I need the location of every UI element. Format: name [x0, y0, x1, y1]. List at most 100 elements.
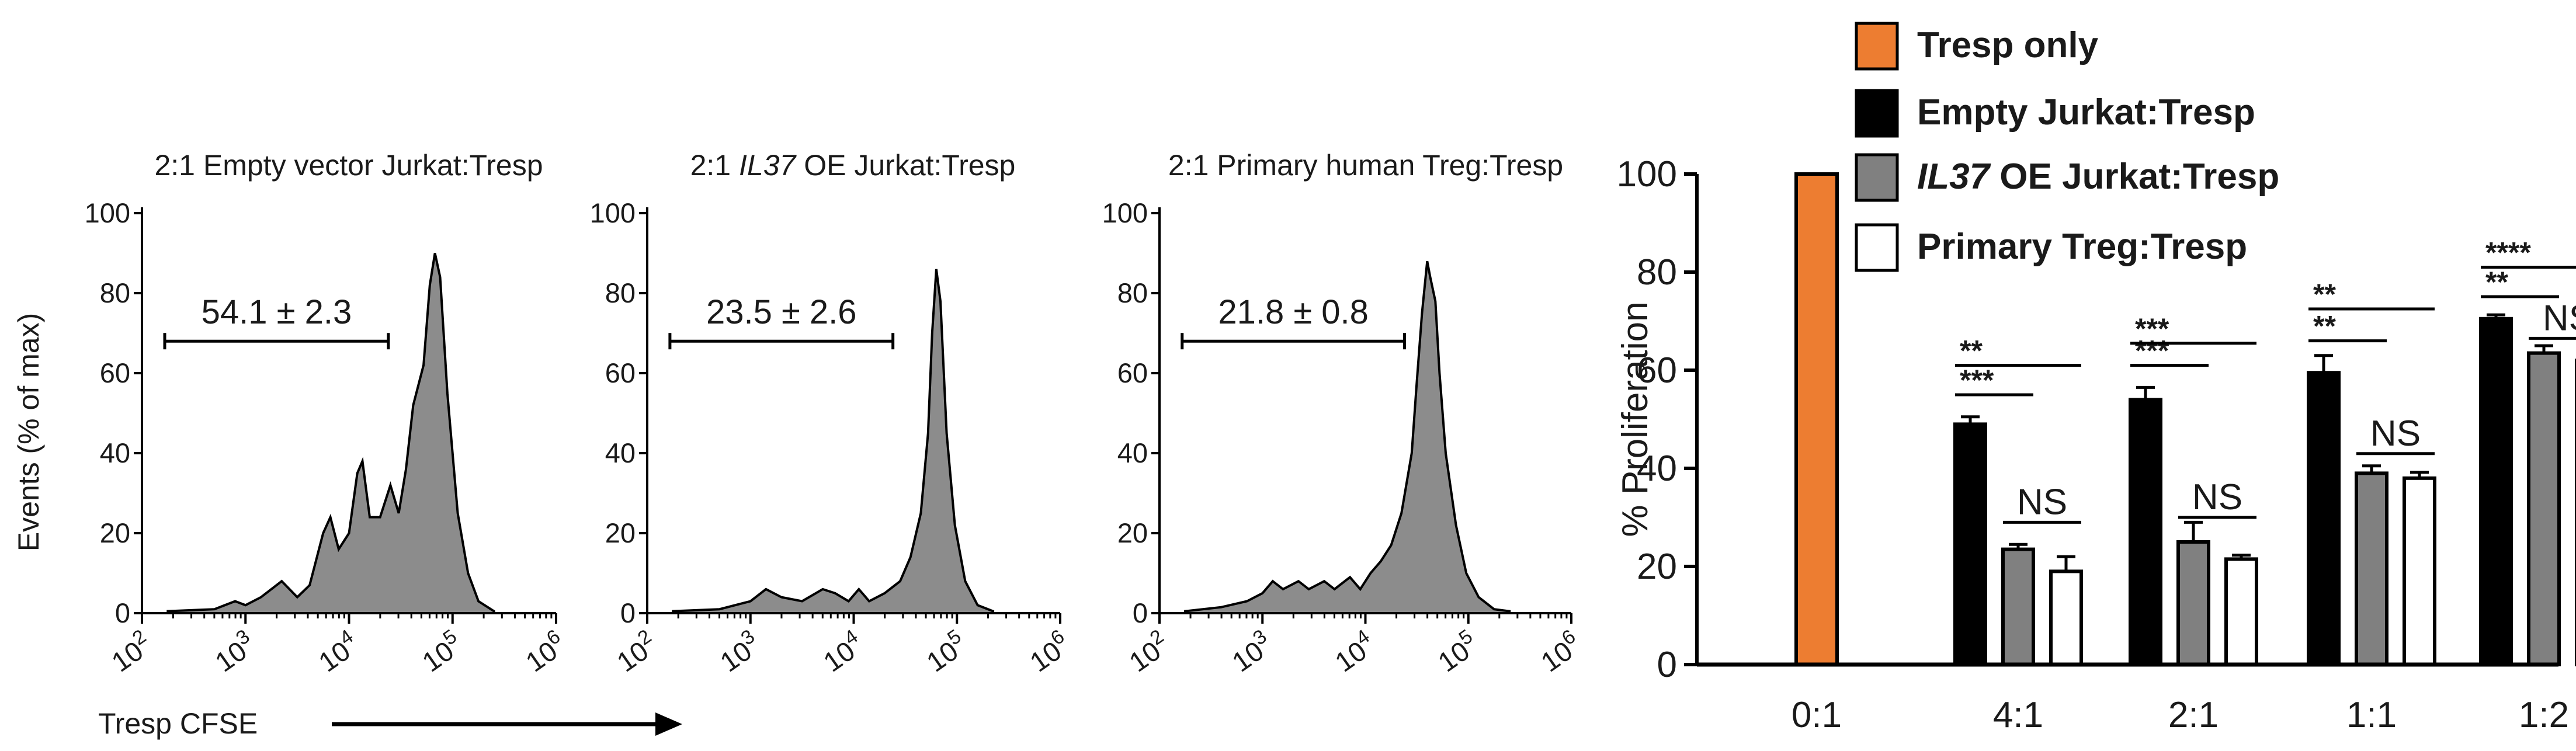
significance-stars: ****: [2485, 237, 2531, 269]
gate-label: 23.5 ± 2.6: [706, 293, 857, 331]
legend-label-part: IL37: [1917, 157, 1991, 197]
significance-stars: ***: [2135, 335, 2169, 367]
y-tick-label: 40: [605, 437, 636, 468]
ns-label: NS: [2192, 477, 2242, 517]
x-tick-label: 103: [1224, 625, 1278, 678]
y-tick-label: 60: [1117, 357, 1148, 388]
x-tick-label: 102: [103, 625, 158, 678]
bar-series-1-cat-4: [2479, 317, 2513, 666]
bar-series-3-cat-3: [2403, 476, 2436, 666]
bar-y-tick-label: 20: [1637, 547, 1677, 587]
title-part: IL37: [739, 149, 797, 182]
histogram-area: [166, 253, 495, 614]
y-tick-label: 60: [100, 357, 130, 388]
bar-y-axis-label: % Proliferation: [1615, 301, 1655, 537]
histogram-title: 2:1 IL37 OE Jurkat:Tresp: [690, 149, 1016, 182]
y-tick-label: 0: [1133, 597, 1148, 628]
significance-stars: **: [2313, 310, 2336, 343]
histogram-panel-primary-treg: 2:1 Primary human Treg:Tresp 0 20 40 60 80 100…: [1102, 149, 1587, 678]
y-tick-label: 60: [605, 357, 636, 388]
y-tick-label: 80: [605, 277, 636, 308]
y-tick-label: 80: [100, 277, 130, 308]
histogram-panel-empty-vector: 2:1 Empty vector Jurkat:Tresp 0 20 40 60 80 10…: [85, 149, 572, 678]
significance-stars: **: [2485, 266, 2508, 298]
bar-category-label: 1:1: [2346, 695, 2397, 735]
bar-series-0-cat-0: [1794, 172, 1839, 666]
x-tick-label: 105: [918, 625, 973, 678]
title-part: 2:1: [690, 149, 739, 182]
significance-stars: ***: [2135, 312, 2169, 345]
histogram-x-axis-label: Tresp CFSE: [98, 707, 258, 740]
significance-stars: ***: [1960, 364, 1994, 397]
x-tick-label: 104: [815, 625, 870, 678]
legend-label-part: OE Jurkat:Tresp: [1990, 157, 2279, 197]
x-tick-label: 105: [414, 625, 468, 678]
x-tick-label: 104: [311, 625, 365, 678]
legend-label: Tresp only: [1917, 25, 2099, 65]
ns-label: NS: [2543, 298, 2576, 338]
legend-swatch: [1855, 223, 1899, 272]
significance-stars: **: [2313, 278, 2336, 311]
histogram-panel-il37-oe: 2:1 IL37 OE Jurkat:Tresp 0 20 40 60 80 100 102 1…: [590, 149, 1076, 678]
histogram-title: 2:1 Empty vector Jurkat:Tresp: [154, 149, 543, 182]
proliferation-bar-chart: % Proliferation 0 20 40 60 80 100 0:1 4:1 2:1 1:1 1…: [1615, 154, 2576, 735]
histogram-title: 2:1 Primary human Treg:Tresp: [1168, 149, 1563, 182]
bar-series-2-cat-1: [2001, 547, 2035, 666]
legend-swatch: [1855, 22, 1899, 71]
legend-swatch: [1855, 89, 1899, 138]
bar-series-2-cat-3: [2355, 471, 2388, 667]
bar-series-2-cat-2: [2176, 540, 2210, 666]
bar-y-tick-label: 100: [1617, 154, 1677, 194]
x-tick-label: 105: [1430, 625, 1484, 678]
title-part: OE Jurkat:Tresp: [796, 149, 1015, 182]
bar-category-label: 2:1: [2168, 695, 2219, 735]
bar-series-1-cat-2: [2129, 398, 2162, 667]
legend-swatch: [1855, 153, 1899, 202]
bar-category-label: 4:1: [1993, 695, 2043, 735]
histogram-area: [1184, 260, 1511, 614]
x-tick-label: 103: [207, 625, 261, 678]
bar-y-tick-label: 80: [1637, 252, 1677, 293]
y-tick-label: 20: [605, 517, 636, 548]
legend-label: Empty Jurkat:Tresp: [1917, 92, 2255, 133]
y-tick-label: 100: [85, 197, 130, 228]
histogram-y-axis-label: Events (% of max): [12, 313, 45, 551]
x-tick-label: 106: [1022, 625, 1076, 678]
bar-series-3-cat-1: [2049, 569, 2083, 667]
y-tick-label: 100: [1102, 197, 1148, 228]
bar-series-2-cat-4: [2527, 351, 2561, 666]
x-tick-label: 102: [1121, 625, 1175, 678]
cfse-arrow-head: [655, 712, 682, 736]
x-tick-label: 104: [1327, 625, 1381, 678]
bar-category-label: 0:1: [1792, 695, 1842, 735]
gate-label: 54.1 ± 2.3: [202, 293, 352, 331]
legend-label: IL37 OE Jurkat:Tresp: [1917, 157, 2279, 197]
ns-label: NS: [2017, 482, 2067, 522]
bar-series-1-cat-1: [1953, 422, 1987, 667]
y-tick-label: 40: [100, 437, 130, 468]
y-tick-label: 20: [1117, 517, 1148, 548]
bar-series-3-cat-2: [2224, 557, 2258, 667]
y-tick-label: 80: [1117, 277, 1148, 308]
y-tick-label: 20: [100, 517, 130, 548]
y-tick-label: 0: [115, 597, 130, 628]
ns-label: NS: [2370, 413, 2421, 454]
y-tick-label: 0: [620, 597, 636, 628]
x-tick-label: 103: [712, 625, 766, 678]
bar-y-tick-label: 0: [1657, 645, 1677, 685]
histogram-area: [672, 269, 995, 614]
x-tick-label: 106: [518, 625, 572, 678]
gate-label: 21.8 ± 0.8: [1218, 293, 1369, 331]
bar-chart-legend: Tresp only Empty Jurkat:Tresp IL37 OE Jurk…: [1855, 22, 2279, 272]
y-tick-label: 100: [590, 197, 636, 228]
legend-label: Primary Treg:Tresp: [1917, 227, 2247, 267]
bar-category-label: 1:2: [2519, 695, 2569, 735]
significance-stars: **: [1960, 335, 1983, 367]
y-tick-label: 40: [1117, 437, 1148, 468]
bar-series-1-cat-3: [2307, 371, 2341, 666]
bar-y-tick-label: 40: [1637, 448, 1677, 489]
x-tick-label: 106: [1533, 625, 1587, 678]
bar-y-tick-label: 60: [1637, 350, 1677, 391]
x-tick-label: 102: [609, 625, 663, 678]
